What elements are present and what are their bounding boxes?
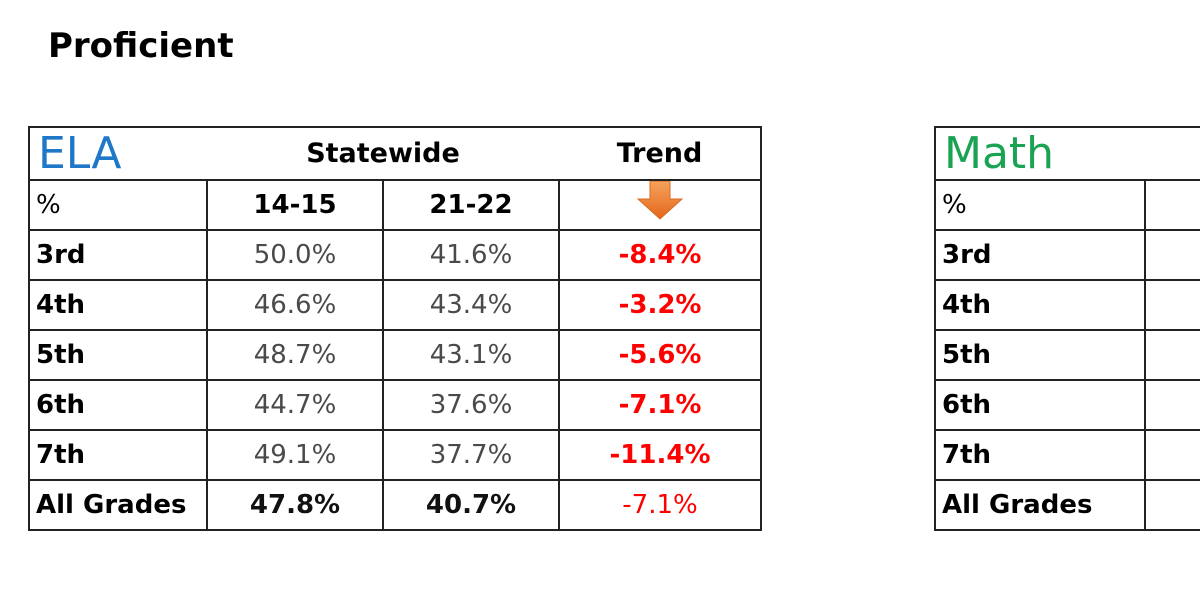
math-year-row: % — [934, 179, 1200, 231]
math-value-cell — [1144, 379, 1200, 431]
ela-year-row: % 14-15 21-22 — [28, 179, 763, 231]
table-row: 5th — [934, 329, 1200, 381]
grade-label: 4th — [28, 279, 208, 331]
math-subject-title: Math — [934, 126, 1145, 181]
math-value-cell — [1144, 229, 1200, 281]
ela-table: ELA Statewide Trend % 14-15 21-22 — [28, 126, 763, 531]
total-trend-value: -7.1% — [558, 479, 763, 531]
grade-label: 3rd — [934, 229, 1146, 281]
grade-label: 6th — [934, 379, 1146, 431]
math-header-empty — [1145, 126, 1200, 181]
value-14-15: 49.1% — [206, 429, 384, 481]
grade-label: 6th — [28, 379, 208, 431]
grade-label: 5th — [28, 329, 208, 381]
value-21-22: 37.7% — [381, 429, 561, 481]
value-14-15: 44.7% — [206, 379, 384, 431]
year-21-22-header: 21-22 — [381, 179, 561, 231]
value-14-15: 50.0% — [206, 229, 384, 281]
grade-label: 3rd — [28, 229, 208, 281]
trend-value: -8.4% — [558, 229, 763, 281]
table-row: 6th — [934, 379, 1200, 431]
trend-header: Trend — [559, 126, 763, 181]
value-21-22: 43.1% — [381, 329, 561, 381]
year-14-15-header: 14-15 — [206, 179, 384, 231]
math-table: Math % 3rd 4th 5th 6th 7th All Grades — [934, 126, 1200, 531]
trend-value: -7.1% — [558, 379, 763, 431]
percent-label: % — [28, 179, 208, 231]
grade-label: 5th — [934, 329, 1146, 381]
table-row: 4th — [934, 279, 1200, 331]
down-arrow-icon — [632, 182, 688, 228]
grade-label: 4th — [934, 279, 1146, 331]
total-row: All Grades — [934, 479, 1200, 531]
total-21-22: 40.7% — [381, 479, 561, 531]
trend-arrow-cell — [558, 179, 763, 231]
value-21-22: 43.4% — [381, 279, 561, 331]
total-row: All Grades 47.8% 40.7% -7.1% — [28, 479, 763, 531]
table-row: 7th 49.1% 37.7% -11.4% — [28, 429, 763, 481]
math-value-cell — [1144, 279, 1200, 331]
table-row: 7th — [934, 429, 1200, 481]
math-value-cell — [1144, 429, 1200, 481]
percent-label: % — [934, 179, 1146, 231]
trend-value: -3.2% — [558, 279, 763, 331]
math-value-cell — [1144, 479, 1200, 531]
statewide-header: Statewide — [207, 126, 560, 181]
table-row: 4th 46.6% 43.4% -3.2% — [28, 279, 763, 331]
trend-value: -11.4% — [558, 429, 763, 481]
ela-header-row: ELA Statewide Trend — [28, 126, 763, 181]
value-14-15: 46.6% — [206, 279, 384, 331]
math-year-cell — [1144, 179, 1200, 231]
table-row: 3rd 50.0% 41.6% -8.4% — [28, 229, 763, 281]
table-row: 6th 44.7% 37.6% -7.1% — [28, 379, 763, 431]
math-value-cell — [1144, 329, 1200, 381]
value-14-15: 48.7% — [206, 329, 384, 381]
table-row: 3rd — [934, 229, 1200, 281]
table-row: 5th 48.7% 43.1% -5.6% — [28, 329, 763, 381]
math-header-row: Math — [934, 126, 1200, 181]
grade-label: 7th — [28, 429, 208, 481]
trend-value: -5.6% — [558, 329, 763, 381]
total-14-15: 47.8% — [206, 479, 384, 531]
value-21-22: 41.6% — [381, 229, 561, 281]
all-grades-label: All Grades — [28, 479, 208, 531]
all-grades-label: All Grades — [934, 479, 1146, 531]
page-title: Proficient — [48, 26, 234, 66]
value-21-22: 37.6% — [381, 379, 561, 431]
ela-subject-title: ELA — [28, 126, 207, 181]
grade-label: 7th — [934, 429, 1146, 481]
